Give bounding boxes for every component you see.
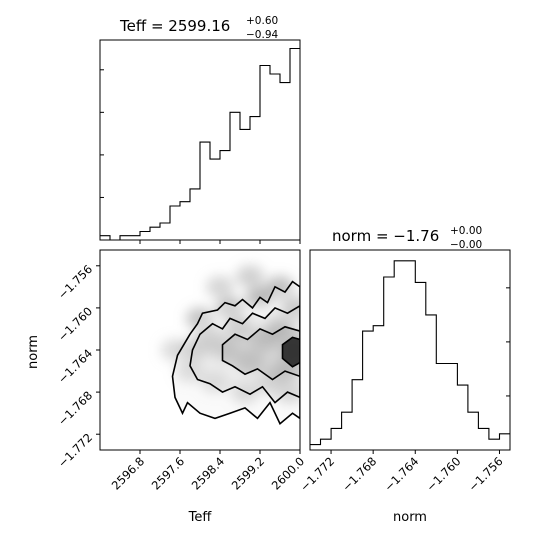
joint-density-cell: [236, 265, 264, 288]
teff-title-lower-error: −0.94: [246, 29, 278, 41]
teff-histogram-frame: [99, 39, 301, 241]
teff-histogram-panel: Teff = 2599.16 +0.60 −0.94: [99, 15, 301, 244]
teff-histogram-ticks: [100, 69, 301, 244]
joint-contour-middle: [189, 304, 300, 404]
norm-title-upper-error: +0.00: [450, 225, 482, 237]
joint-contour-outer: [171, 280, 300, 425]
teff-title-upper-error: +0.60: [246, 15, 278, 27]
norm-axis-label: norm: [26, 335, 41, 369]
joint-density-cell: [236, 349, 264, 372]
joint-density-cell: [201, 370, 229, 393]
joint-density-cell: [226, 317, 254, 340]
joint-density-cell: [161, 339, 189, 361]
joint-density-plot-area: [161, 265, 300, 425]
joint-density-cell: [281, 296, 300, 319]
norm-histogram-step-line: [310, 260, 510, 446]
joint-density-cell: [216, 296, 244, 319]
joint-contour-inner: [221, 325, 300, 381]
teff-histogram-plot-area: [100, 47, 300, 241]
teff-axis-label: Teff: [188, 510, 213, 525]
norm-x-axis-label: norm: [393, 510, 427, 525]
teff-title-main: Teff = 2599.16: [119, 17, 230, 35]
norm-title-main: norm = −1.76: [332, 227, 439, 245]
teff-histogram-step-line: [100, 47, 300, 241]
joint-contour-core: [281, 336, 300, 368]
joint-density-layer: [161, 265, 300, 425]
norm-histogram-frame: [309, 249, 511, 451]
norm-histogram-plot-area: [310, 260, 510, 446]
joint-density-cell: [181, 339, 209, 361]
joint-density-cell: [206, 275, 234, 298]
joint-density-cell: [176, 360, 204, 383]
norm-title-lower-error: −0.00: [450, 239, 482, 251]
